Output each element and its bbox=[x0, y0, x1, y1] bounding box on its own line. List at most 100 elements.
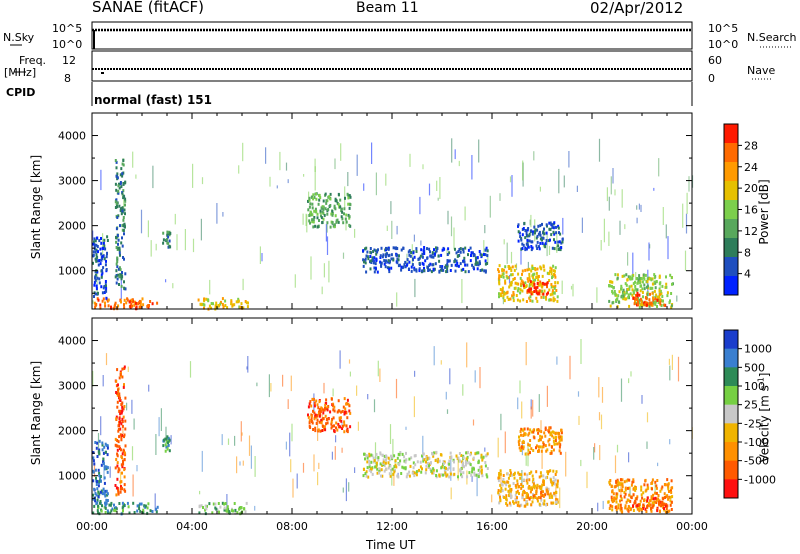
velocity-cell bbox=[402, 466, 405, 470]
power-cell bbox=[100, 252, 103, 256]
power-cell bbox=[553, 273, 556, 277]
velocity-cell bbox=[553, 491, 556, 495]
velocity-cell bbox=[307, 405, 310, 409]
velocity-cell bbox=[538, 429, 541, 433]
velocity-cell bbox=[368, 454, 371, 458]
power-noise-streak bbox=[638, 203, 640, 210]
xtick-label: 12:00 bbox=[376, 520, 408, 533]
power-cell bbox=[97, 263, 100, 267]
velocity-cell bbox=[544, 426, 547, 430]
velocity-cell bbox=[499, 469, 502, 473]
power-cell bbox=[398, 263, 401, 267]
power-cell bbox=[656, 298, 659, 302]
velocity-cell bbox=[238, 507, 241, 511]
power-cell bbox=[626, 287, 629, 291]
velocity-noise-streak bbox=[414, 370, 416, 377]
power-cell bbox=[639, 284, 642, 288]
power-cell bbox=[220, 300, 222, 304]
power-cell bbox=[512, 291, 515, 294]
velocity-noise-streak bbox=[646, 412, 649, 423]
velocity-cell bbox=[110, 501, 113, 505]
power-cell bbox=[365, 246, 368, 250]
power-cell bbox=[533, 290, 536, 293]
velocity-cell bbox=[645, 510, 648, 513]
power-cell bbox=[115, 202, 118, 205]
power-noise-streak bbox=[396, 225, 398, 235]
velocity-cell bbox=[95, 493, 98, 497]
power-cell bbox=[124, 199, 127, 203]
power-noise-streak bbox=[510, 251, 513, 264]
power-cell bbox=[531, 240, 534, 244]
power-cell bbox=[121, 210, 124, 214]
power-cell bbox=[536, 247, 539, 250]
velocity-cell bbox=[549, 452, 552, 455]
power-cell bbox=[548, 221, 551, 225]
power-cell bbox=[307, 208, 310, 212]
xtick-label: 16:00 bbox=[476, 520, 508, 533]
power-cell bbox=[502, 272, 505, 276]
velocity-cell bbox=[115, 507, 118, 511]
velocity-cell bbox=[362, 474, 365, 478]
power-cell bbox=[525, 247, 528, 251]
velocity-cell bbox=[532, 477, 535, 481]
velocity-cell bbox=[523, 491, 526, 495]
power-cell bbox=[347, 202, 350, 206]
power-noise-streak bbox=[294, 274, 296, 288]
power-cell bbox=[509, 266, 512, 270]
velocity-cell bbox=[345, 411, 348, 415]
velocity-cell bbox=[390, 468, 392, 472]
velocity-cell bbox=[338, 416, 341, 420]
velocity-cell bbox=[376, 467, 379, 471]
power-cell bbox=[230, 302, 233, 306]
power-cell bbox=[448, 259, 451, 263]
velocity-cell bbox=[128, 511, 131, 515]
power-cell bbox=[413, 255, 416, 259]
velocity-cell bbox=[115, 458, 118, 461]
power-cell bbox=[333, 204, 336, 208]
power-cell bbox=[541, 274, 544, 278]
velocity-cell bbox=[445, 466, 447, 470]
velocity-cell bbox=[394, 459, 397, 463]
velocity-cell bbox=[430, 469, 433, 473]
power-cell bbox=[539, 241, 542, 245]
velocity-cell bbox=[471, 467, 474, 471]
velocity-cell bbox=[95, 476, 97, 480]
power-noise-streak bbox=[484, 225, 486, 234]
power-cell bbox=[648, 301, 651, 305]
power-cell bbox=[120, 284, 123, 288]
velocity-cell bbox=[535, 470, 538, 474]
velocity-noise-streak bbox=[242, 460, 244, 466]
velocity-cell bbox=[442, 460, 445, 463]
velocity-cell bbox=[92, 493, 95, 497]
velocity-colorbar-swatch bbox=[724, 348, 738, 368]
power-noise-streak bbox=[562, 217, 564, 235]
velocity-noise-streak bbox=[599, 445, 601, 461]
power-cell bbox=[502, 296, 505, 300]
power-noise-streak bbox=[548, 245, 551, 255]
power-cell bbox=[97, 291, 99, 295]
power-cell bbox=[459, 250, 462, 254]
power-cell bbox=[115, 174, 118, 178]
power-cell bbox=[102, 266, 105, 270]
velocity-cell bbox=[509, 503, 512, 507]
velocity-cell bbox=[446, 467, 449, 471]
power-noise-streak bbox=[563, 175, 565, 188]
velocity-cell bbox=[392, 472, 395, 476]
velocity-cell bbox=[668, 490, 670, 493]
power-cell bbox=[210, 302, 213, 305]
power-cell bbox=[115, 240, 118, 244]
velocity-cell bbox=[542, 480, 545, 484]
power-cell bbox=[480, 253, 483, 257]
power-cell bbox=[101, 291, 104, 295]
velocity-cell bbox=[245, 501, 248, 505]
velocity-cell bbox=[472, 456, 475, 460]
velocity-cell bbox=[502, 478, 505, 481]
velocity-cell bbox=[526, 477, 529, 481]
power-cell bbox=[659, 281, 662, 285]
velocity-cell bbox=[663, 507, 665, 510]
velocity-cell bbox=[518, 435, 520, 439]
power-cell bbox=[646, 280, 649, 284]
power-cell bbox=[318, 219, 320, 222]
power-cell bbox=[513, 277, 516, 280]
power-cell bbox=[533, 286, 536, 290]
